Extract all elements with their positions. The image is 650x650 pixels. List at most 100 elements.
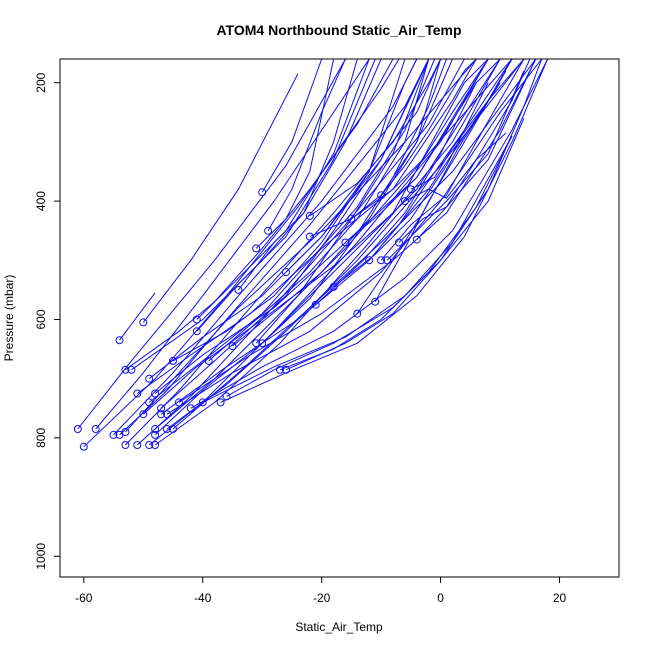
profile-line xyxy=(374,70,507,302)
y-axis-label: Pressure (mbar) xyxy=(2,275,16,362)
profile-point xyxy=(305,232,314,241)
profile-line xyxy=(261,59,447,344)
x-tick-label: -60 xyxy=(75,591,93,605)
plot-data xyxy=(73,59,549,451)
profile-point xyxy=(151,430,160,439)
profile-point xyxy=(174,398,183,407)
profile-point xyxy=(276,365,284,374)
profile-point xyxy=(282,268,290,277)
profile-point xyxy=(198,398,207,407)
profile-point xyxy=(383,256,392,265)
profile-point xyxy=(121,365,130,374)
profile-point xyxy=(151,425,160,433)
profile-line xyxy=(220,59,549,403)
profile-line xyxy=(255,59,335,249)
profile-line xyxy=(404,59,531,202)
profile-point xyxy=(234,285,243,294)
profile-point xyxy=(305,211,314,220)
profile-line xyxy=(416,132,507,240)
x-axis: -60 -40 -20 0 20 xyxy=(75,577,567,605)
profile-line xyxy=(380,59,525,261)
profile-point xyxy=(73,425,82,433)
profile-point xyxy=(216,398,225,407)
x-tick-label: 20 xyxy=(553,591,567,605)
profile-point xyxy=(258,339,267,348)
profile-point xyxy=(145,398,154,407)
profile-line xyxy=(380,59,477,196)
y-tick-label: 800 xyxy=(34,428,48,448)
profile-point xyxy=(258,188,267,197)
profile-point xyxy=(329,282,338,291)
profile-point xyxy=(341,238,350,247)
profile-point xyxy=(163,410,171,419)
profile-line xyxy=(148,59,436,403)
profile-point xyxy=(347,214,356,223)
profile-point xyxy=(109,430,118,439)
profile-line xyxy=(160,59,430,409)
y-tick-label: 600 xyxy=(34,309,48,329)
profile-line xyxy=(172,59,537,430)
profile-point xyxy=(365,256,374,265)
profile-line xyxy=(142,73,299,323)
profile-point xyxy=(139,410,148,419)
profile-line xyxy=(172,59,406,362)
profile-point xyxy=(406,185,415,194)
profile-line xyxy=(196,59,376,332)
profile-point xyxy=(264,226,273,235)
profile-point xyxy=(115,336,124,345)
profile-point xyxy=(252,339,261,348)
profile-line xyxy=(315,82,477,306)
profile-point xyxy=(169,425,177,433)
profile-point xyxy=(121,428,130,436)
profile-point xyxy=(157,404,166,413)
profile-point xyxy=(91,425,100,433)
profile-line xyxy=(154,59,501,436)
profile-line xyxy=(368,59,513,261)
profile-point xyxy=(127,365,136,374)
profile-point xyxy=(133,441,142,449)
profile-point xyxy=(139,318,148,327)
profile-point xyxy=(371,297,380,306)
profile-line xyxy=(125,59,394,371)
profile-line xyxy=(166,59,543,415)
profile-line xyxy=(83,59,400,448)
profile-line xyxy=(267,59,346,231)
profile-point xyxy=(311,300,320,309)
profile-line xyxy=(345,59,489,243)
profile-point xyxy=(157,410,166,419)
profile-point xyxy=(192,315,201,324)
y-tick-label: 200 xyxy=(34,72,48,92)
chart-title: ATOM4 Northbound Static_Air_Temp xyxy=(216,22,461,38)
profile-point xyxy=(412,235,421,244)
profile-line xyxy=(351,59,489,220)
profile-point xyxy=(121,441,130,449)
profile-line xyxy=(410,59,513,190)
profile-point xyxy=(145,374,154,383)
profile-point xyxy=(400,197,409,206)
profile-line xyxy=(190,59,549,409)
x-tick-label: -40 xyxy=(194,591,212,605)
profile-line xyxy=(309,59,442,217)
profile-line xyxy=(232,59,442,347)
profile-line xyxy=(202,135,513,403)
profile-point xyxy=(222,392,231,401)
profile-line xyxy=(386,70,525,261)
profile-point xyxy=(133,389,142,398)
profile-point xyxy=(204,356,213,365)
profile-line xyxy=(125,59,442,446)
y-tick-label: 400 xyxy=(34,191,48,211)
profile-line xyxy=(137,59,477,394)
profile-point xyxy=(163,425,171,433)
profile-line xyxy=(95,59,370,430)
profile-line xyxy=(125,59,477,433)
profile-point xyxy=(282,365,290,374)
y-tick-label: 1000 xyxy=(34,543,48,570)
profile-point xyxy=(377,191,386,200)
profile-point xyxy=(169,356,177,365)
profile-point xyxy=(395,238,403,247)
profile-point xyxy=(151,441,160,449)
x-axis-label: Static_Air_Temp xyxy=(295,620,383,634)
x-tick-label: 0 xyxy=(437,591,444,605)
y-axis: 200 400 600 800 1000 xyxy=(34,72,60,570)
